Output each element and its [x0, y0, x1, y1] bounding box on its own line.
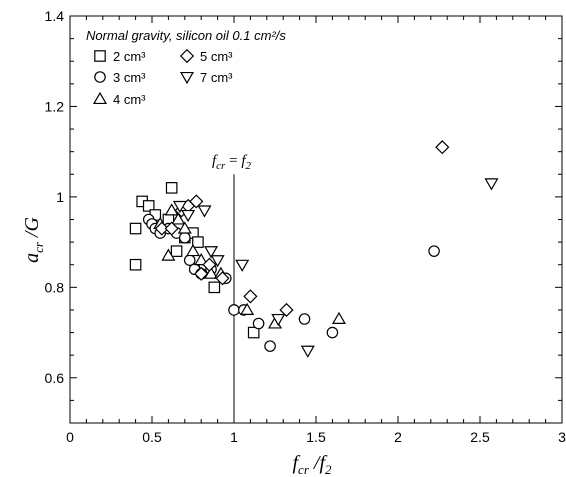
data-point-diamond — [154, 221, 169, 236]
legend-label: 4 cm³ — [113, 92, 146, 107]
data-point-triangle-down — [271, 313, 286, 327]
y-tick-label: 1.4 — [45, 8, 65, 24]
legend-marker-triangle-down — [179, 71, 195, 85]
data-point-square — [129, 258, 142, 271]
data-point-triangle-down — [484, 178, 499, 191]
data-point-triangle-down — [181, 209, 196, 223]
data-point-triangle-up — [194, 253, 209, 266]
legend-label: 2 cm³ — [113, 49, 146, 64]
data-point-diamond — [435, 140, 450, 155]
data-point-diamond — [164, 221, 179, 236]
data-point-diamond — [243, 289, 258, 304]
legend-marker-square — [94, 50, 106, 62]
data-point-square — [247, 326, 260, 339]
y-tick-label: 0.8 — [45, 279, 65, 295]
data-point-triangle-up — [164, 203, 179, 216]
data-point-triangle-up — [171, 212, 186, 225]
data-point-circle — [252, 317, 265, 330]
x-tick-label: 3 — [558, 429, 566, 445]
legend-title: Normal gravity, silicon oil 0.1 cm²/s — [86, 28, 286, 43]
data-point-triangle-down — [210, 255, 225, 268]
y-axis-label: acr /G — [21, 217, 46, 263]
x-tick-label: 1 — [230, 429, 238, 445]
legend-label: 5 cm³ — [200, 49, 233, 64]
vline-label: fcr = f2 — [212, 153, 251, 172]
legend-label: 3 cm³ — [113, 70, 146, 85]
data-point-triangle-down — [197, 205, 212, 218]
legend-marker-diamond — [179, 48, 195, 64]
legend-marker-circle — [94, 71, 106, 83]
data-point-diamond — [189, 194, 204, 209]
data-point-square — [142, 200, 155, 212]
data-point-square — [165, 182, 178, 194]
y-tick-label: 1.2 — [45, 98, 65, 114]
y-tick-label: 0.6 — [45, 370, 65, 386]
data-point-circle — [179, 231, 191, 244]
data-point-square — [192, 236, 204, 248]
legend-marker-triangle-up — [92, 91, 108, 105]
data-point-triangle-up — [331, 311, 346, 325]
data-point-diamond — [279, 302, 294, 318]
plot-axes: 0 0.5 1 1.5 2 2.5 3 0.6 0.8 1 1.2 1.4 — [45, 8, 566, 445]
data-point-triangle-down — [204, 246, 219, 259]
data-point-diamond — [202, 257, 217, 272]
x-tick-label: 2.5 — [470, 429, 490, 445]
y-tick-label: 1 — [56, 189, 64, 205]
x-axis-label: fcr /f2 — [292, 452, 332, 477]
data-point-diamond — [215, 271, 230, 286]
x-tick-label: 1.5 — [306, 429, 326, 445]
data-point-circle — [264, 340, 276, 352]
data-point-triangle-up — [185, 243, 201, 257]
data-point-triangle-down — [172, 200, 187, 214]
data-point-triangle-up — [177, 221, 192, 234]
data-point-diamond — [194, 266, 209, 281]
x-tick-label: 2 — [394, 429, 402, 445]
legend-items: 2 cm³ 3 cm³ 4 cm³ 5 cm³ 7 cm³ — [92, 48, 233, 107]
x-tick-label: 0 — [66, 429, 74, 445]
data-point-circle — [298, 313, 311, 325]
x-tick-label: 0.5 — [142, 429, 162, 445]
data-point-square — [208, 281, 221, 294]
plot-marks — [129, 140, 499, 358]
data-point-triangle-down — [235, 259, 250, 272]
data-point-circle — [428, 245, 440, 257]
data-point-circle — [228, 304, 240, 316]
data-point-triangle-up — [204, 266, 219, 279]
data-point-triangle-down — [300, 345, 315, 358]
data-point-square — [129, 222, 142, 235]
data-point-triangle-up — [240, 302, 255, 315]
data-point-triangle-up — [161, 248, 176, 261]
legend-label: 7 cm³ — [200, 70, 233, 85]
data-point-circle — [326, 326, 339, 339]
data-point-square — [170, 245, 183, 257]
legend: Normal gravity, silicon oil 0.1 cm²/s 2 … — [86, 28, 286, 107]
